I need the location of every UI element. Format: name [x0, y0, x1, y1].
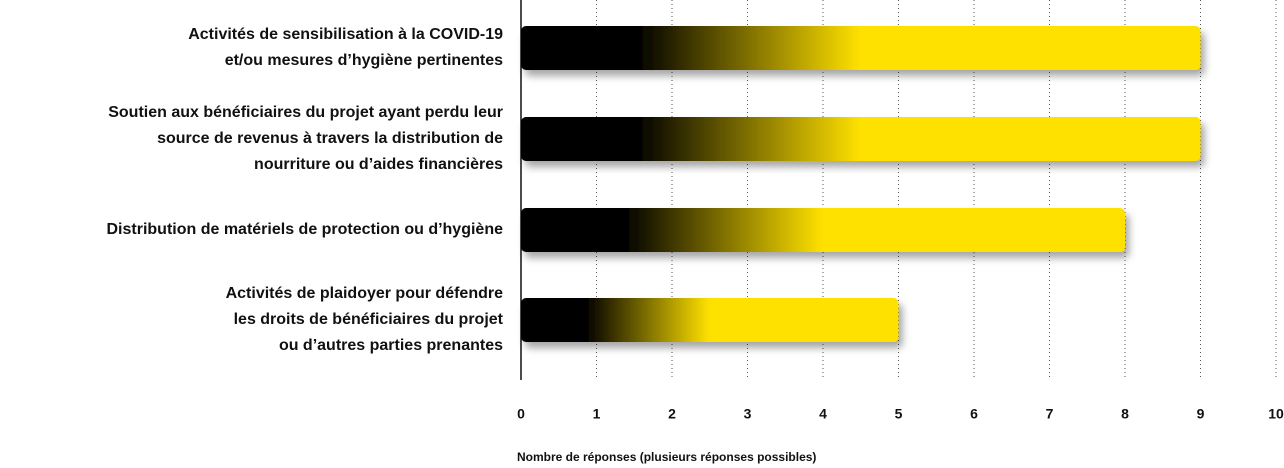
x-tick-label: 8: [1121, 406, 1129, 422]
bar: [521, 298, 899, 342]
x-tick-label: 3: [744, 406, 752, 422]
x-tick-label: 1: [593, 406, 601, 422]
x-tick-label: 10: [1268, 406, 1284, 422]
x-tick-label: 0: [517, 406, 525, 422]
bar: [521, 117, 1201, 161]
y-tick-label: Distribution de matériels de protection …: [106, 221, 504, 238]
y-tick-label: Soutien aux bénéficiaires du projet ayan…: [108, 104, 503, 173]
x-tick-label: 6: [970, 406, 978, 422]
x-tick-label: 9: [1197, 406, 1205, 422]
x-tick-label: 5: [895, 406, 903, 422]
y-tick-label: Activités de plaidoyer pour défendre les…: [225, 285, 503, 354]
x-tick-label: 4: [819, 406, 827, 422]
bar: [521, 208, 1125, 252]
x-tick-label: 2: [668, 406, 676, 422]
bar: [521, 26, 1201, 70]
x-axis-title: Nombre de réponses (plusieurs réponses p…: [517, 450, 816, 464]
x-tick-label: 7: [1046, 406, 1054, 422]
y-tick-label: Activités de sensibilisation à la COVID-…: [188, 26, 503, 69]
